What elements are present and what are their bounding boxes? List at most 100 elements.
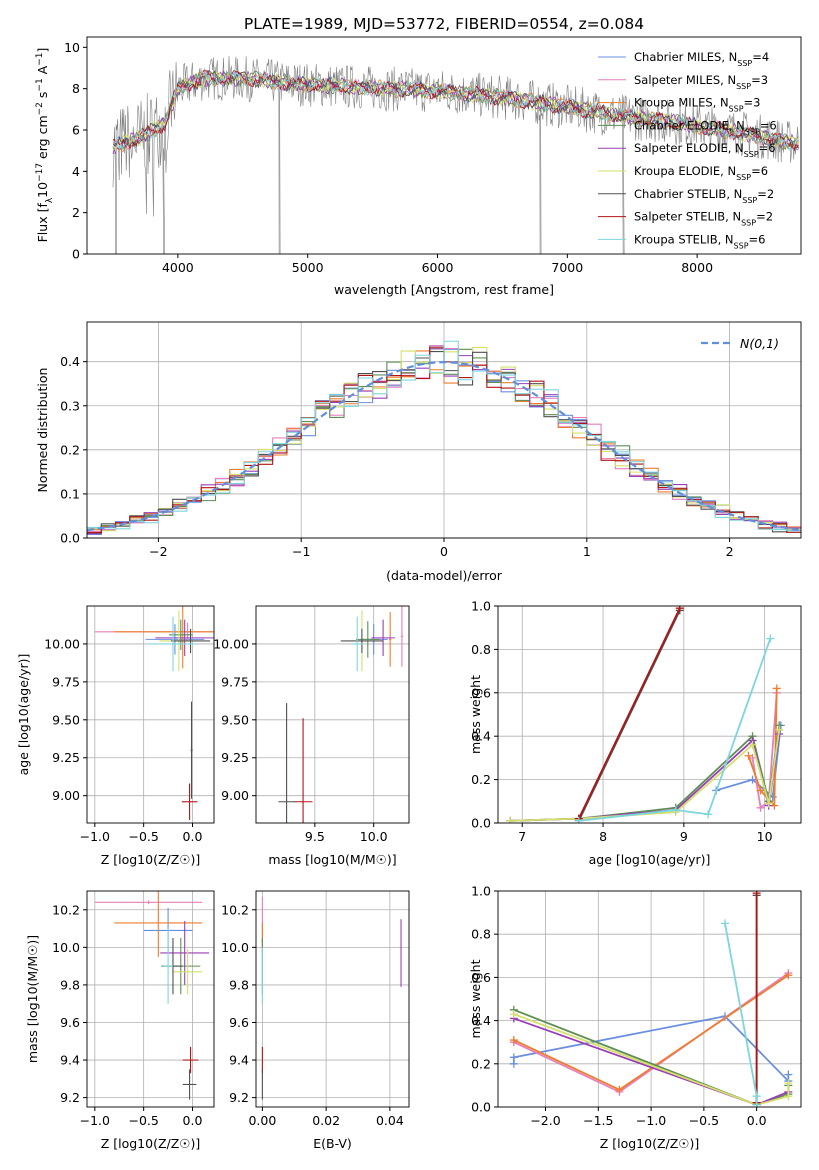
plot-area: [261, 896, 402, 1100]
data-point-marker: [784, 1079, 793, 1088]
y-tick-label: 10.0: [52, 940, 80, 955]
y-tick-label: 9.6: [229, 1015, 249, 1030]
legend-entry: Chabrier MILES, NSSP=4: [634, 50, 769, 68]
data-point-marker: [766, 634, 775, 643]
axes-frame: [86, 36, 802, 255]
y-axis-label: mass weight: [468, 675, 483, 754]
data-point-marker: [671, 805, 680, 814]
legend-entry: Salpeter STELIB, NSSP=2: [634, 210, 773, 228]
data-point-marker: [772, 684, 781, 693]
data-point-marker: [506, 816, 515, 823]
x-tick-label: −1.0: [80, 829, 110, 844]
y-axis-label: mass [log10(M/M☉)]: [25, 935, 40, 1063]
plot-area: [506, 606, 785, 823]
y-tick-label: 0.1: [60, 486, 80, 501]
data-point-marker: [574, 816, 583, 823]
data-point-marker: [704, 810, 713, 819]
legend-entry: Kroupa STELIB, NSSP=6: [634, 232, 765, 250]
y-tick-label: 10.0: [221, 940, 249, 955]
x-tick-label: 0.04: [376, 1113, 404, 1128]
axes-frame: [255, 605, 410, 824]
y-tick-label: 0.0: [471, 816, 491, 831]
data-point-marker: [509, 1010, 518, 1019]
residual-histogram-panel: −2 −1 0 1 2 0.0 0.1 0.2 0.3 0.4 (data-model)/error…: [35, 321, 802, 583]
data-point-marker: [720, 919, 729, 928]
y-tick-label: 9.2: [60, 1090, 80, 1105]
y-axis-label: Flux [fλ10−17 erg cm−2 s−1 A−1]: [35, 48, 55, 243]
axes-frame: [497, 890, 802, 1108]
data-point-marker: [764, 799, 773, 808]
data-point-marker: [509, 1036, 518, 1045]
x-tick-label: 8000: [681, 260, 713, 275]
spectrum-panel: 4000 5000 6000 7000 8000 0 2 4 6 8 10 wavelength [A…: [35, 36, 802, 297]
data-point-marker: [784, 1092, 793, 1101]
axes-frame: [255, 890, 410, 1108]
data-point-marker: [752, 891, 761, 898]
mass-weight-line: [751, 692, 778, 810]
y-tick-label: 1.0: [471, 599, 491, 614]
y-tick-label: 9.75: [52, 674, 80, 689]
data-point-marker: [752, 1100, 761, 1107]
plot-area: [112, 55, 799, 254]
y-tick-label: 2: [72, 205, 80, 220]
y-tick-label: 9.00: [52, 788, 80, 803]
y-tick-label: 0.2: [471, 1056, 491, 1071]
y-tick-label: 0.3: [60, 398, 80, 413]
legend-entry: Kroupa ELODIE, NSSP=6: [634, 164, 768, 182]
y-tick-label: 10.00: [213, 636, 249, 651]
x-tick-label: 7000: [551, 260, 583, 275]
y-tick-label: 9.8: [229, 977, 249, 992]
plot-area: [509, 891, 793, 1107]
legend-entry: Chabrier STELIB, NSSP=2: [634, 187, 774, 205]
x-tick-label: −1.5: [583, 1113, 613, 1128]
x-tick-label: 5000: [292, 260, 324, 275]
y-tick-label: 9.4: [229, 1053, 249, 1068]
x-tick-label: 10.0: [360, 829, 388, 844]
age-vs-metallicity-panel: −1.0 −0.5 0.0 9.00 9.25 9.50 9.75 10.00 Z [log10…: [16, 605, 215, 867]
y-tick-label: 0: [72, 247, 80, 262]
y-tick-label: 0.6: [471, 685, 491, 700]
x-tick-label: −1.0: [80, 1113, 110, 1128]
x-tick-label: 2: [726, 544, 734, 559]
x-tick-label: 0.02: [312, 1113, 340, 1128]
axes-frame: [86, 605, 215, 824]
mass-weight-line: [577, 609, 681, 822]
x-axis-label: wavelength [Angstrom, rest frame]: [334, 282, 554, 297]
mass-weight-line: [715, 725, 782, 799]
model-spectrum-line: [112, 70, 799, 152]
x-axis-label: Z [log10(Z/Z☉)]: [600, 1136, 700, 1151]
y-tick-label: 0.8: [471, 642, 491, 657]
y-tick-label: 10: [64, 40, 80, 55]
histogram-series: [87, 340, 801, 531]
x-tick-label: −2: [149, 544, 167, 559]
x-axis-label: (data-model)/error: [386, 568, 503, 583]
y-tick-label: 10.2: [52, 902, 80, 917]
y-tick-label: 0.2: [60, 442, 80, 457]
x-tick-label: 0.0: [183, 829, 203, 844]
x-tick-label: 10: [757, 829, 773, 844]
x-axis-label: age [log10(age/yr)]: [589, 852, 711, 867]
x-tick-label: 7: [518, 829, 526, 844]
x-tick-label: −0.5: [689, 1113, 719, 1128]
data-point-marker: [784, 971, 793, 980]
y-tick-label: 9.6: [60, 1015, 80, 1030]
legend-entry: Chabrier ELODIE, NSSP=6: [634, 118, 777, 136]
data-point-marker: [756, 786, 765, 795]
age-vs-mass-panel: 9.5 10.0 9.00 9.25 9.50 9.75 10.00 mass [log10(…: [213, 605, 410, 867]
y-tick-label: 0.6: [471, 970, 491, 985]
x-axis-label: Z [log10(Z/Z☉)]: [101, 852, 201, 867]
y-tick-label: 0.4: [471, 729, 491, 744]
mass-weight-vs-metallicity-panel: −2.0 −1.5 −1.0 −0.5 0.0 0.0 0.2 0.4 0.6 0.8 1.0 Z […: [468, 884, 802, 1151]
data-point-marker: [675, 606, 684, 613]
y-tick-label: 0.0: [471, 1100, 491, 1115]
x-tick-label: −2.0: [530, 1113, 560, 1128]
axes-frame: [497, 605, 802, 824]
data-point-marker: [752, 1092, 761, 1101]
mass-weight-line: [577, 607, 681, 820]
mass-weight-vs-age-panel: 7 8 9 10 0.0 0.2 0.4 0.6 0.8 1.0 age [log10(age/yr…: [468, 599, 802, 867]
y-tick-label: 9.2: [229, 1090, 249, 1105]
x-tick-label: −1: [292, 544, 310, 559]
legend-entry: Salpeter ELODIE, NSSP=6: [634, 141, 776, 159]
data-point-marker: [784, 1070, 793, 1079]
